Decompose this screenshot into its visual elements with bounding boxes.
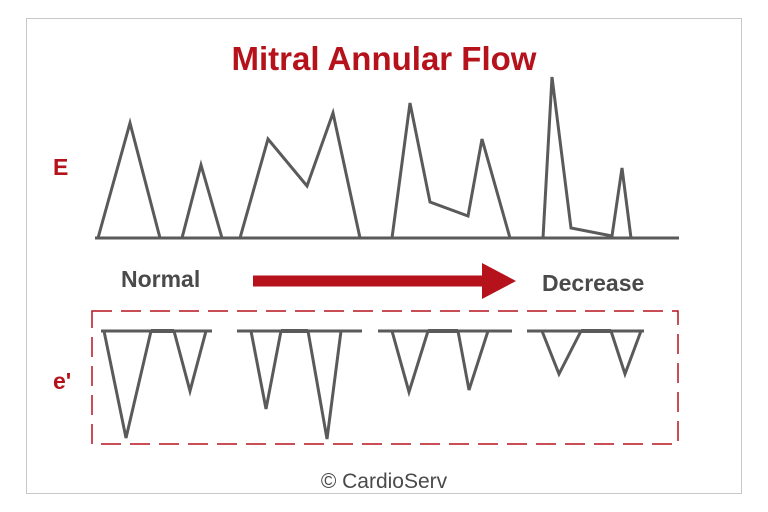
copyright-credit: © CardioServ — [320, 470, 448, 493]
e-prime-dashed-box — [91, 310, 679, 445]
e-wave-normal — [96, 117, 224, 240]
e-wave-stage-3 — [390, 102, 512, 239]
e-prime-label: e' — [53, 368, 72, 394]
e-prime-wave-stage-4 — [540, 329, 643, 379]
figure-frame — [26, 18, 742, 494]
e-wave-label: E — [53, 154, 69, 180]
e-prime-wave-stage-2 — [249, 329, 343, 440]
progression-arrow-head — [482, 263, 516, 299]
diagram-title: Mitral Annular Flow — [231, 40, 537, 77]
e-wave-stage-2 — [238, 107, 362, 239]
e-prime-wave-stage-3 — [390, 329, 490, 398]
decrease-label: Decrease — [542, 270, 645, 296]
normal-label: Normal — [121, 266, 201, 292]
e-prime-waves — [102, 329, 643, 440]
e-wave-stage-4 — [541, 76, 633, 239]
e-prime-wave-normal — [102, 329, 208, 439]
